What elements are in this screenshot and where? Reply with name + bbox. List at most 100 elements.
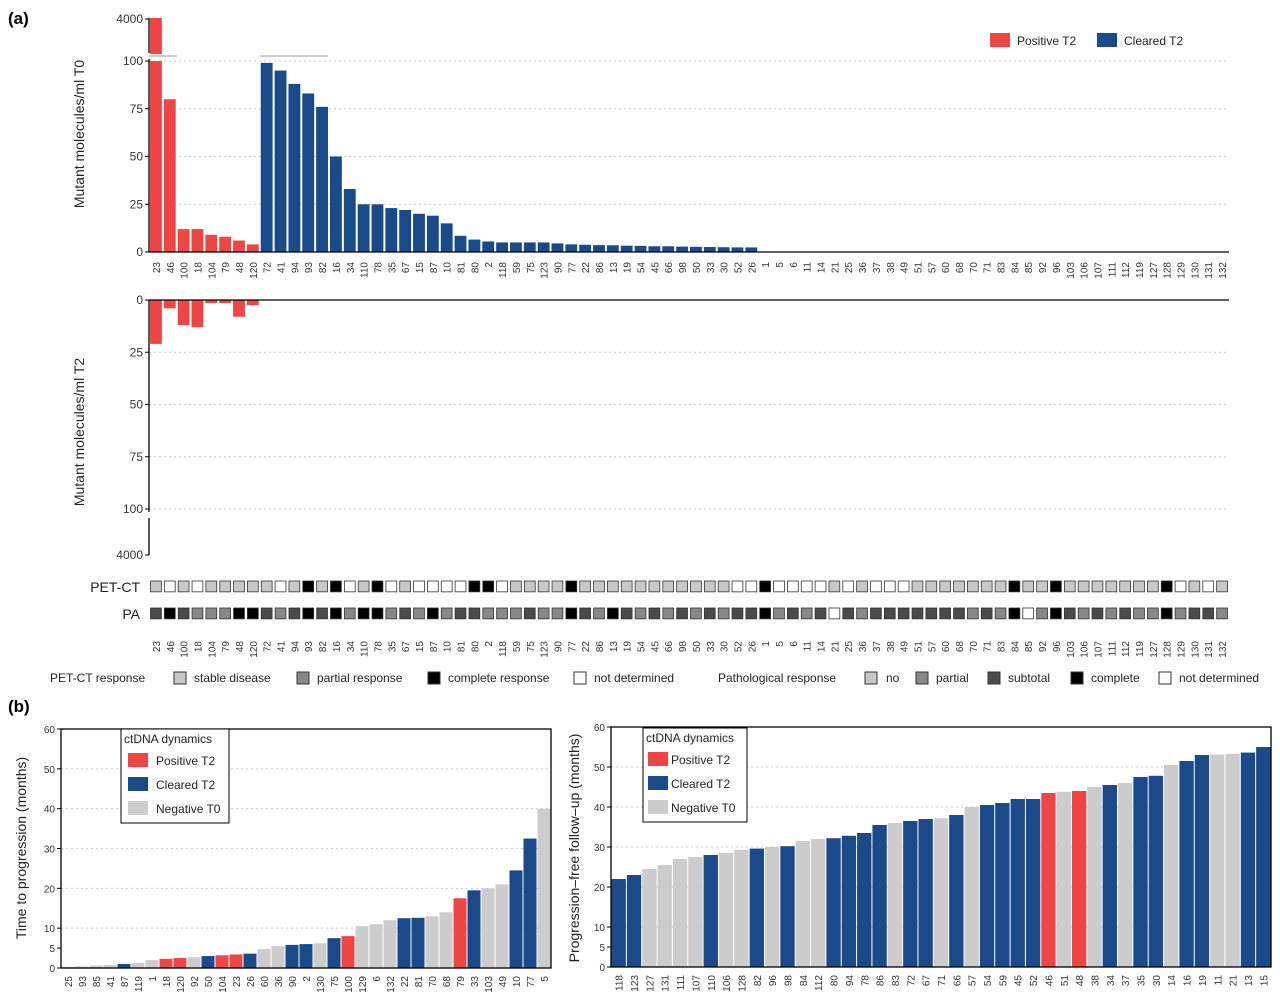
- petct-cell: [1216, 580, 1228, 593]
- b-right-bar: [1148, 775, 1164, 967]
- pa-cell: [260, 607, 273, 620]
- a-top-xtick-label: 19: [623, 262, 634, 274]
- a-response-xtick-label: 104: [207, 641, 218, 658]
- a-top-xtick-label: 33: [706, 262, 717, 274]
- b-right-bar: [1087, 787, 1102, 967]
- a-response-xtick-label: 111: [1107, 641, 1118, 657]
- petct-cell: [399, 580, 411, 593]
- a-top-bar: [246, 244, 259, 252]
- b-right-bar: [1179, 761, 1194, 967]
- b-left-xtick-label: 77: [526, 976, 537, 988]
- a-top-bar: [648, 246, 661, 252]
- b-right-bar: [964, 807, 979, 967]
- b-left-xtick-label: 10: [512, 976, 523, 988]
- a-top-xtick-label: 82: [318, 262, 329, 274]
- a-top-bar: [343, 188, 356, 252]
- b-left-xtick-label: 50: [204, 976, 215, 988]
- a-response-xtick-label: 98: [678, 641, 689, 653]
- pa-cell: [994, 607, 1007, 620]
- a-top-xtick-label: 120: [249, 262, 260, 279]
- petct-legend-swatch-complete: [427, 671, 441, 685]
- b-left-xtick-label: 49: [498, 976, 509, 988]
- petct-cell: [1202, 580, 1215, 593]
- b-right-xtick-label: 46: [1044, 975, 1055, 987]
- b-right-bar: [1056, 791, 1071, 967]
- a-top-bar: [565, 244, 578, 252]
- b-right-legend-cleared: Cleared T2: [671, 777, 730, 791]
- petct-cell: [1105, 580, 1118, 593]
- b-right-bar: [811, 839, 826, 967]
- pa-cell: [1174, 607, 1187, 620]
- a-top-xtick-label: 83: [997, 262, 1008, 274]
- pa-cell: [565, 607, 578, 620]
- petct-cell: [648, 580, 661, 593]
- a-top-xtick-label: 21: [830, 262, 841, 274]
- petct-cell: [607, 580, 619, 593]
- a-top-xtick-label: 131: [1204, 262, 1215, 279]
- pa-cell: [150, 607, 162, 620]
- b-left-xtick-label: 41: [106, 976, 117, 988]
- b-left-ytick-label: 0: [49, 964, 55, 975]
- pa-cell: [468, 607, 481, 620]
- pa-cell: [856, 607, 868, 620]
- pa-cell: [1202, 607, 1215, 620]
- b-right-ytick-label: 40: [594, 803, 606, 814]
- pa-cell: [1105, 607, 1118, 620]
- petct-cell: [1022, 580, 1035, 593]
- b-right-legend-negative: Negative T0: [671, 801, 736, 815]
- petct-legend: PET-CT response stable disease partial r…: [50, 671, 674, 685]
- petct-cell: [191, 580, 204, 593]
- a-top-bar: [233, 240, 245, 252]
- a-response-xtick-label: 23: [152, 641, 163, 653]
- b-left-bar: [355, 926, 369, 968]
- a-top-bar: [288, 83, 301, 252]
- a-top-xtick-label: 71: [983, 262, 994, 274]
- a-response-xtick-label: 78: [373, 641, 384, 653]
- a-top-xtick-label: 70: [969, 262, 980, 274]
- b-left-ylabel: Time to progression (months): [13, 757, 29, 939]
- petct-cell: [288, 580, 301, 593]
- b-right-xtick-label: 13: [1244, 975, 1255, 987]
- a-top-xtick-label: 123: [540, 262, 551, 279]
- a-top-ytick-label: 25: [130, 197, 144, 211]
- a-response-xtick-label: 59: [512, 641, 523, 653]
- b-right-xtick-label: 96: [768, 975, 779, 987]
- a-top-bar: [260, 62, 273, 252]
- pa-cell: [593, 607, 605, 620]
- pa-cell: [523, 607, 536, 620]
- petct-cell: [219, 580, 231, 593]
- petct-cell: [316, 580, 328, 593]
- a-top-xtick-label: 38: [886, 262, 897, 274]
- a-top-xtick-label: 111: [1107, 262, 1118, 278]
- b-right-xtick-label: 37: [1121, 975, 1132, 987]
- a-response-xtick-label: 132: [1218, 641, 1229, 658]
- b-right-ytick-label: 10: [594, 923, 606, 934]
- a-top-bar: [523, 242, 536, 252]
- pa-cell: [1091, 607, 1104, 620]
- b-right-xtick-label: 14: [1167, 975, 1178, 987]
- a-top-ytick-label: 75: [130, 102, 144, 116]
- pa-cell: [759, 607, 771, 620]
- a-response-xtick-label: 48: [235, 641, 246, 653]
- a-top-bar: [496, 242, 508, 252]
- a-response-xtick-label: 85: [1024, 641, 1035, 653]
- a-top-xtick-label: 86: [595, 262, 606, 274]
- a-top-xtick-label: 132: [1218, 262, 1229, 279]
- panel-label-b: (b): [8, 697, 30, 716]
- a-top-bar: [579, 244, 592, 252]
- a-top-xtick-label: 6: [789, 262, 800, 268]
- b-right-bar: [903, 821, 918, 967]
- b-left-bar: [481, 888, 495, 968]
- pa-cell: [1008, 607, 1021, 620]
- b-right-bar: [1240, 752, 1256, 967]
- a-response-xtick-label: 66: [664, 641, 675, 653]
- a-response-xtick-label: 100: [180, 641, 191, 658]
- panel-label-a: (a): [8, 9, 29, 28]
- pa-cell: [510, 607, 522, 620]
- petct-cell: [967, 580, 979, 593]
- pa-cell: [1133, 607, 1145, 620]
- b-right-ytick-label: 5: [599, 943, 605, 954]
- petct-cell: [343, 580, 356, 593]
- a-top-xtick-label: 84: [1010, 262, 1021, 274]
